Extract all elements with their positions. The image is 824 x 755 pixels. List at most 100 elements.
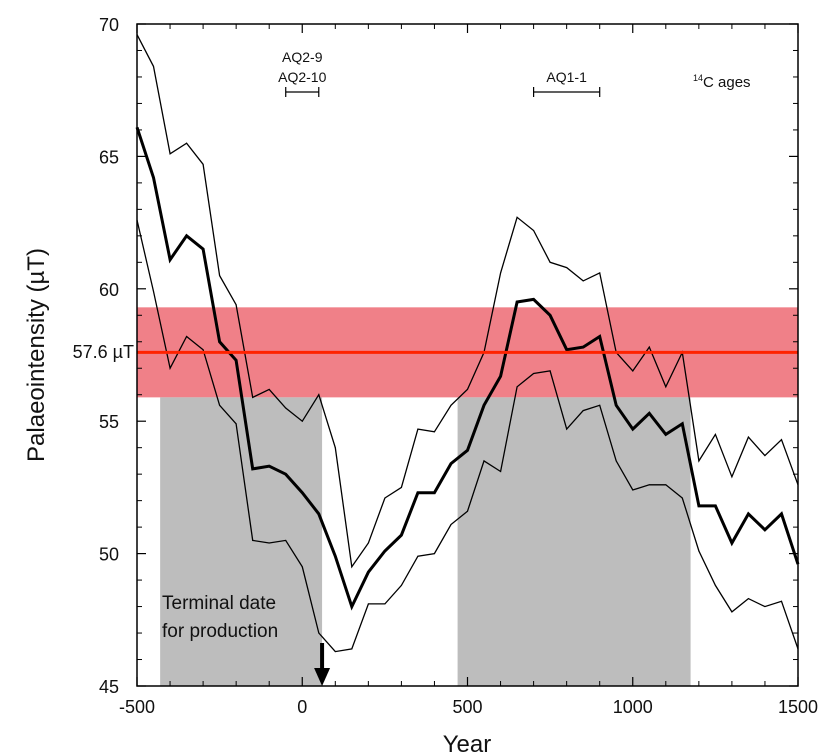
point-mean-6 bbox=[235, 359, 237, 361]
point-upper-bound-34 bbox=[698, 460, 700, 462]
point-lower-bound-24 bbox=[533, 373, 535, 375]
point-upper-bound-35 bbox=[714, 433, 716, 435]
point-mean-21 bbox=[483, 404, 485, 406]
point-mean-3 bbox=[186, 235, 188, 237]
point-upper-bound-37 bbox=[747, 436, 749, 438]
point-mean-37 bbox=[747, 513, 749, 515]
axis-ticks-layer: -500 0 500 1000 1500 45 50 55 60 65 70 bbox=[99, 15, 818, 717]
point-lower-bound-38 bbox=[764, 606, 766, 608]
point-upper-bound-22 bbox=[500, 272, 502, 274]
point-mean-30 bbox=[632, 428, 634, 430]
point-mean-38 bbox=[764, 529, 766, 531]
point-lower-bound-18 bbox=[433, 553, 435, 555]
shaded-periods-layer bbox=[160, 397, 691, 686]
point-mean-12 bbox=[334, 555, 336, 557]
point-mean-23 bbox=[516, 301, 518, 303]
point-upper-bound-3 bbox=[186, 142, 188, 144]
c14-ages-layer: AQ2-9 AQ2-10 AQ1-1 bbox=[278, 49, 601, 97]
y-tick-label: 50 bbox=[99, 545, 119, 565]
point-lower-bound-35 bbox=[714, 584, 716, 586]
series-layer bbox=[135, 34, 800, 653]
point-lower-bound-30 bbox=[632, 489, 634, 491]
point-upper-bound-10 bbox=[301, 420, 303, 422]
point-mean-9 bbox=[285, 473, 287, 475]
point-lower-bound-19 bbox=[450, 523, 452, 525]
point-upper-bound-36 bbox=[731, 476, 733, 478]
y-tick-label: 55 bbox=[99, 412, 119, 432]
point-lower-bound-10 bbox=[301, 566, 303, 568]
point-lower-bound-25 bbox=[549, 370, 551, 372]
point-upper-bound-25 bbox=[549, 261, 551, 263]
y-axis-label: Palaeointensity (µT) bbox=[23, 248, 50, 462]
c14-age-label: AQ1-1 bbox=[546, 69, 587, 85]
point-upper-bound-20 bbox=[467, 388, 468, 390]
point-upper-bound-38 bbox=[764, 455, 766, 457]
point-lower-bound-12 bbox=[334, 651, 336, 653]
point-upper-bound-16 bbox=[400, 486, 402, 488]
point-upper-bound-18 bbox=[433, 431, 435, 433]
point-lower-bound-29 bbox=[615, 460, 617, 462]
point-upper-bound-26 bbox=[566, 267, 568, 269]
point-upper-bound-7 bbox=[252, 396, 254, 398]
point-mean-4 bbox=[202, 248, 204, 250]
point-lower-bound-1 bbox=[153, 290, 155, 292]
x-tick-label: 0 bbox=[297, 697, 307, 717]
shaded-period-1 bbox=[160, 397, 323, 686]
x-tick-label: -500 bbox=[119, 697, 155, 717]
point-lower-bound-21 bbox=[483, 460, 485, 462]
terminal-date-line-1: Terminal date bbox=[162, 593, 276, 614]
point-lower-bound-31 bbox=[648, 484, 650, 486]
point-upper-bound-17 bbox=[417, 428, 419, 430]
point-upper-bound-39 bbox=[780, 439, 782, 441]
point-lower-bound-22 bbox=[500, 471, 502, 473]
point-lower-bound-5 bbox=[219, 404, 221, 406]
point-upper-bound-31 bbox=[648, 346, 650, 348]
point-upper-bound-32 bbox=[665, 386, 667, 388]
x-tick-label: 1000 bbox=[613, 697, 653, 717]
point-lower-bound-39 bbox=[780, 600, 782, 602]
shaded-period-2 bbox=[457, 397, 691, 686]
point-lower-bound-7 bbox=[252, 539, 254, 541]
terminal-date-arrow bbox=[314, 643, 331, 686]
point-upper-bound-30 bbox=[632, 370, 634, 372]
point-lower-bound-36 bbox=[731, 611, 733, 613]
point-lower-bound-20 bbox=[467, 510, 468, 512]
arrow-head bbox=[314, 668, 331, 686]
point-lower-bound-33 bbox=[681, 497, 683, 499]
point-mean-32 bbox=[665, 433, 667, 435]
point-lower-bound-26 bbox=[566, 428, 568, 430]
point-lower-bound-3 bbox=[186, 335, 188, 337]
point-upper-bound-19 bbox=[450, 404, 452, 406]
point-mean-14 bbox=[367, 571, 369, 573]
point-mean-36 bbox=[731, 542, 733, 544]
point-upper-bound-4 bbox=[202, 163, 204, 165]
point-mean-39 bbox=[780, 513, 782, 515]
point-mean-25 bbox=[549, 314, 551, 316]
c14-label-text: C ages bbox=[703, 74, 751, 91]
point-upper-bound-5 bbox=[219, 275, 221, 277]
point-lower-bound-15 bbox=[384, 603, 386, 605]
point-mean-31 bbox=[648, 412, 650, 414]
point-lower-bound-8 bbox=[268, 542, 270, 544]
point-lower-bound-28 bbox=[599, 404, 601, 406]
point-lower-bound-11 bbox=[318, 632, 320, 634]
point-mean-22 bbox=[500, 375, 502, 377]
c14-age-label: AQ2-10 bbox=[278, 69, 326, 85]
point-upper-bound-15 bbox=[384, 497, 386, 499]
x-axis-label: Year bbox=[443, 731, 492, 755]
point-mean-11 bbox=[318, 513, 320, 515]
point-lower-bound-6 bbox=[235, 423, 237, 425]
terminal-date-line-2: for production bbox=[162, 621, 278, 642]
point-upper-bound-27 bbox=[582, 280, 584, 282]
point-upper-bound-8 bbox=[268, 388, 270, 390]
point-upper-bound-28 bbox=[599, 272, 601, 274]
point-mean-16 bbox=[400, 534, 402, 536]
c14-age-label: AQ2-9 bbox=[282, 49, 323, 65]
point-upper-bound-13 bbox=[351, 566, 353, 568]
y-tick-label: 65 bbox=[99, 147, 119, 167]
point-lower-bound-34 bbox=[698, 550, 700, 552]
point-lower-bound-2 bbox=[169, 367, 171, 369]
reference-value-label: 57.6 µT bbox=[73, 342, 134, 362]
point-mean-15 bbox=[384, 550, 386, 552]
point-upper-bound-24 bbox=[533, 230, 535, 232]
